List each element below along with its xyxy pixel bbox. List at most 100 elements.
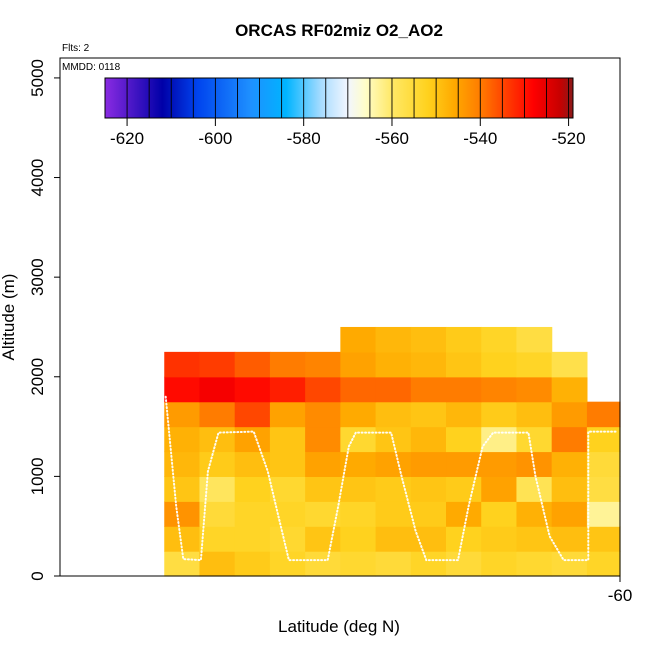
heatmap-cell	[551, 351, 588, 378]
heatmap-cell	[586, 476, 621, 502]
heatmap-cell	[199, 451, 236, 477]
heatmap-cell	[516, 401, 553, 428]
heatmap-cell	[305, 401, 341, 428]
heatmap-cell	[164, 501, 201, 527]
heatmap-cell	[340, 326, 377, 353]
heatmap-cell	[199, 526, 236, 552]
heatmap-cell	[410, 426, 447, 453]
heatmap-cell	[551, 451, 588, 477]
heatmap-cell	[551, 501, 588, 527]
heatmap-cell	[305, 501, 341, 527]
heatmap-cell	[340, 426, 377, 453]
heatmap-cell	[481, 551, 518, 577]
heatmap-cell	[481, 451, 518, 477]
heatmap-cell	[551, 526, 588, 552]
heatmap-cell	[234, 451, 271, 477]
heatmap-cell	[269, 451, 306, 477]
flight-track	[164, 395, 618, 562]
heatmap-cell	[269, 351, 306, 378]
heatmap-cell	[446, 426, 482, 453]
x-axis-label: Latitude (deg N)	[278, 617, 400, 636]
colorbar-tick-label: -580	[287, 129, 321, 148]
heatmap-cell	[234, 526, 271, 552]
flights-annotation: Flts: 2	[62, 43, 90, 54]
colorbar: -620 -600 -580 -560 -540 -520	[104, 77, 586, 148]
y-tick-label: 5000	[28, 59, 47, 97]
heatmap-cell	[481, 401, 518, 428]
heatmap-cell	[375, 551, 412, 577]
heatmap-cell	[586, 526, 621, 552]
heatmap-cell	[375, 376, 412, 403]
heatmap-cell	[340, 351, 377, 378]
y-tick-label: 2000	[28, 358, 47, 396]
heatmap-cell	[269, 501, 306, 527]
heatmap-cell	[551, 376, 588, 403]
date-annotation: MMDD: 0118	[62, 62, 121, 73]
heatmap-cell	[410, 326, 447, 353]
heatmap-cell	[199, 476, 236, 502]
heatmap-cell	[305, 451, 341, 477]
heatmap-cell	[586, 426, 621, 453]
plot-frame	[59, 57, 621, 577]
heatmap-cell	[234, 551, 271, 577]
heatmap-cell	[481, 501, 518, 527]
y-tick-label: 3000	[28, 258, 47, 296]
heatmap-cell	[305, 526, 341, 552]
heatmap-cells	[164, 326, 621, 577]
heatmap-cell	[410, 451, 447, 477]
heatmap-cell	[586, 551, 621, 577]
heatmap-cell	[199, 426, 236, 453]
heatmap-cell	[199, 351, 236, 378]
heatmap-cell	[481, 526, 518, 552]
heatmap-cell	[164, 451, 201, 477]
heatmap-cell	[234, 426, 271, 453]
heatmap-cell	[551, 426, 588, 453]
heatmap-cell	[234, 351, 271, 378]
chart-title: ORCAS RF02miz O2_AO2	[235, 21, 443, 40]
heatmap-cell	[305, 426, 341, 453]
x-tick-label: -60	[608, 586, 633, 605]
heatmap-cell	[516, 426, 553, 453]
heatmap-cell	[410, 526, 447, 552]
heatmap-cell	[446, 476, 482, 502]
y-tick-label: 0	[28, 571, 47, 580]
heatmap-cell	[164, 376, 201, 403]
heatmap-cell	[340, 551, 377, 577]
heatmap-cell	[516, 376, 553, 403]
heatmap-cell	[481, 426, 518, 453]
heatmap-cell	[375, 351, 412, 378]
heatmap-cell	[234, 501, 271, 527]
heatmap-cell	[305, 476, 341, 502]
heatmap-cell	[516, 526, 553, 552]
heatmap-cell	[164, 551, 201, 577]
heatmap-cell	[199, 551, 236, 577]
heatmap-cell	[375, 526, 412, 552]
flight-track-line	[164, 395, 618, 562]
heatmap-cell	[516, 351, 553, 378]
colorbar-frame	[104, 77, 574, 119]
heatmap-cell	[340, 526, 377, 552]
heatmap-cell	[446, 326, 482, 353]
y-axis: 0 1000 2000 3000 4000 5000	[28, 59, 60, 581]
colorbar-tick-label: -540	[463, 129, 497, 148]
heatmap-cell	[340, 401, 377, 428]
heatmap-cell	[410, 551, 447, 577]
y-tick-label: 1000	[28, 457, 47, 495]
heatmap-cell	[164, 401, 201, 428]
colorbar-gradient	[105, 78, 573, 118]
heatmap-cell	[586, 501, 621, 527]
heatmap-cell	[234, 476, 271, 502]
heatmap-cell	[305, 376, 341, 403]
heatmap-cell	[481, 476, 518, 502]
heatmap-cell	[269, 401, 306, 428]
heatmap-cell	[375, 451, 412, 477]
heatmap-cell	[199, 401, 236, 428]
heatmap-cell	[446, 501, 482, 527]
heatmap-cell	[305, 351, 341, 378]
heatmap-cell	[446, 351, 482, 378]
heatmap-cell	[481, 376, 518, 403]
heatmap-cell	[551, 476, 588, 502]
x-axis: -60	[608, 576, 633, 605]
heatmap-cell	[446, 551, 482, 577]
colorbar-tick-label: -620	[110, 129, 144, 148]
